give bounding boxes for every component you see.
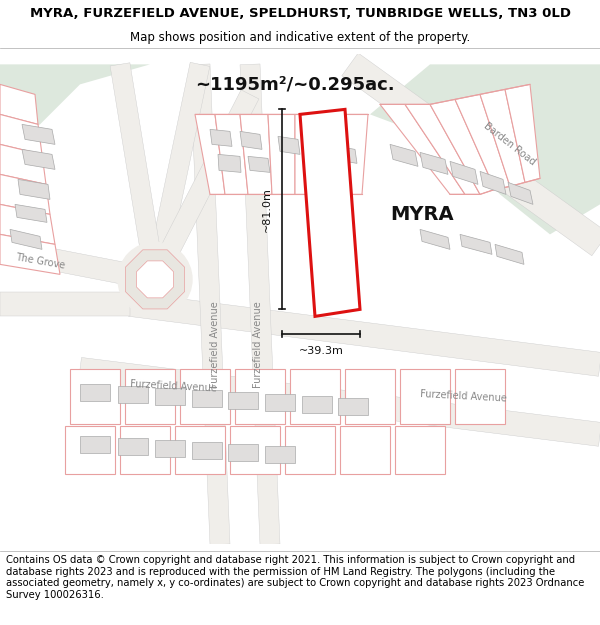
Polygon shape — [300, 109, 360, 316]
Polygon shape — [345, 369, 395, 424]
Polygon shape — [125, 250, 185, 309]
Polygon shape — [420, 152, 448, 174]
Polygon shape — [79, 357, 600, 446]
Polygon shape — [495, 244, 524, 264]
Polygon shape — [290, 369, 340, 424]
Text: Contains OS data © Crown copyright and database right 2021. This information is : Contains OS data © Crown copyright and d… — [6, 555, 584, 600]
Polygon shape — [118, 386, 148, 403]
Polygon shape — [338, 146, 357, 163]
Polygon shape — [137, 261, 173, 298]
Polygon shape — [405, 104, 480, 194]
Polygon shape — [0, 64, 150, 144]
Polygon shape — [118, 438, 148, 456]
Polygon shape — [265, 446, 295, 463]
Polygon shape — [248, 156, 270, 172]
Polygon shape — [195, 114, 225, 194]
Polygon shape — [380, 104, 465, 194]
Polygon shape — [430, 99, 495, 194]
Text: Furzefield Avenue: Furzefield Avenue — [420, 389, 507, 404]
Polygon shape — [192, 442, 222, 459]
Text: ~1195m²/~0.295ac.: ~1195m²/~0.295ac. — [195, 76, 395, 93]
Polygon shape — [22, 124, 55, 144]
Polygon shape — [460, 234, 492, 254]
Polygon shape — [240, 131, 262, 149]
Polygon shape — [80, 384, 110, 401]
Text: Furzefield Avenue: Furzefield Avenue — [253, 301, 263, 388]
Text: MYRA, FURZEFIELD AVENUE, SPELDHURST, TUNBRIDGE WELLS, TN3 0LD: MYRA, FURZEFIELD AVENUE, SPELDHURST, TUN… — [29, 7, 571, 20]
Polygon shape — [190, 64, 230, 545]
Polygon shape — [340, 426, 390, 474]
Polygon shape — [278, 136, 300, 154]
Circle shape — [118, 242, 192, 316]
Polygon shape — [302, 396, 332, 413]
Polygon shape — [395, 426, 445, 474]
Polygon shape — [128, 292, 600, 376]
Polygon shape — [370, 64, 600, 234]
Polygon shape — [22, 149, 55, 169]
Polygon shape — [0, 239, 157, 290]
Polygon shape — [308, 141, 330, 158]
Polygon shape — [155, 388, 185, 406]
Polygon shape — [505, 84, 540, 182]
Polygon shape — [400, 369, 450, 424]
Polygon shape — [240, 64, 280, 545]
Polygon shape — [342, 53, 600, 256]
Text: ~81.0m: ~81.0m — [262, 187, 272, 232]
Polygon shape — [10, 229, 42, 249]
Polygon shape — [455, 94, 510, 189]
Polygon shape — [0, 292, 130, 316]
Text: The Grove: The Grove — [14, 252, 65, 271]
Polygon shape — [228, 444, 258, 461]
Polygon shape — [175, 426, 225, 474]
Polygon shape — [120, 426, 170, 474]
Polygon shape — [15, 204, 47, 222]
Polygon shape — [340, 114, 368, 194]
Polygon shape — [390, 144, 418, 166]
Polygon shape — [480, 171, 506, 194]
Polygon shape — [268, 114, 295, 194]
Text: Furzefield Avenue: Furzefield Avenue — [210, 301, 220, 388]
Polygon shape — [146, 90, 259, 284]
Polygon shape — [455, 369, 505, 424]
Polygon shape — [125, 369, 175, 424]
Polygon shape — [338, 398, 368, 416]
Text: Map shows position and indicative extent of the property.: Map shows position and indicative extent… — [130, 31, 470, 44]
Polygon shape — [240, 114, 272, 194]
Polygon shape — [155, 441, 185, 458]
Polygon shape — [295, 114, 320, 194]
Polygon shape — [0, 84, 38, 124]
Polygon shape — [318, 114, 345, 194]
Polygon shape — [0, 234, 60, 274]
Text: ~39.3m: ~39.3m — [299, 346, 343, 356]
Text: Barden Road: Barden Road — [482, 121, 538, 168]
Polygon shape — [420, 229, 450, 249]
Polygon shape — [228, 392, 258, 409]
Polygon shape — [180, 369, 230, 424]
Polygon shape — [218, 154, 241, 173]
Polygon shape — [80, 436, 110, 453]
Polygon shape — [0, 204, 55, 244]
Polygon shape — [145, 62, 210, 281]
Polygon shape — [18, 179, 50, 199]
Polygon shape — [508, 182, 533, 204]
Polygon shape — [480, 89, 525, 186]
Polygon shape — [110, 62, 165, 281]
Polygon shape — [0, 174, 50, 214]
Text: MYRA: MYRA — [390, 205, 454, 224]
Polygon shape — [65, 426, 115, 474]
Polygon shape — [0, 144, 46, 184]
Polygon shape — [0, 114, 42, 154]
Polygon shape — [230, 426, 280, 474]
Polygon shape — [265, 394, 295, 411]
Polygon shape — [70, 369, 120, 424]
Polygon shape — [215, 114, 248, 194]
Text: Furzefield Avenue: Furzefield Avenue — [130, 379, 217, 394]
Polygon shape — [450, 161, 478, 184]
Polygon shape — [285, 426, 335, 474]
Polygon shape — [192, 391, 222, 408]
Polygon shape — [235, 369, 285, 424]
Polygon shape — [210, 129, 232, 146]
